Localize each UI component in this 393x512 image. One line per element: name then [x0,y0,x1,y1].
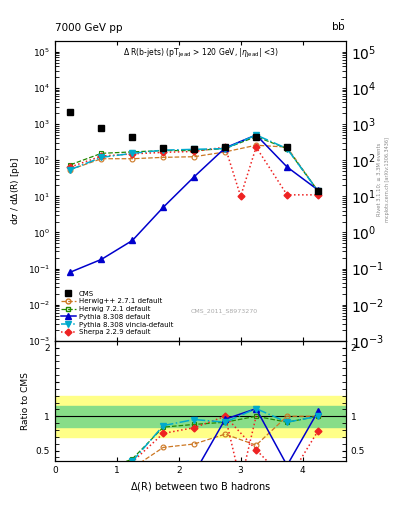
Y-axis label: Ratio to CMS: Ratio to CMS [21,372,30,430]
Text: $\Delta$ R(b-jets) (pT$_{\rm Jead}$ > 120 GeV, |$\eta_{\rm Jead}$| <3): $\Delta$ R(b-jets) (pT$_{\rm Jead}$ > 12… [123,47,278,60]
X-axis label: $\Delta$(R) between two B hadrons: $\Delta$(R) between two B hadrons [130,480,271,493]
Bar [55,396,346,437]
Y-axis label: d$\sigma$ / d$\Delta$(R) [pb]: d$\sigma$ / d$\Delta$(R) [pb] [9,157,22,225]
Text: b$\bar{\rm b}$: b$\bar{\rm b}$ [331,19,346,33]
Text: 7000 GeV pp: 7000 GeV pp [55,23,123,33]
Text: mcplots.cern.ch [arXiv:1306.3436]: mcplots.cern.ch [arXiv:1306.3436] [385,137,389,222]
Bar [55,406,346,426]
Text: Rivet 3.1.10; ≥ 3.3M events: Rivet 3.1.10; ≥ 3.3M events [377,142,382,216]
Text: CMS_2011_S8973270: CMS_2011_S8973270 [190,308,257,314]
Legend: CMS, Herwig++ 2.7.1 default, Herwig 7.2.1 default, Pythia 8.308 default, Pythia : CMS, Herwig++ 2.7.1 default, Herwig 7.2.… [59,289,175,337]
